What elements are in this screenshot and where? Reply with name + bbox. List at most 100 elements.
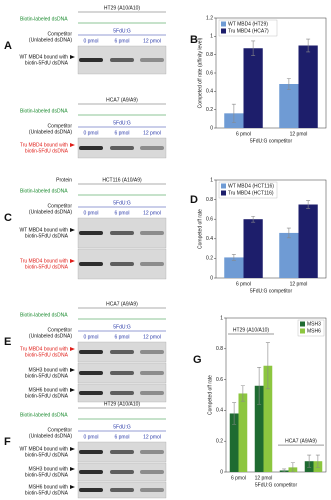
y-tick-label: 0 — [210, 275, 213, 281]
band-label: biotin-5FdU dsDNA — [25, 490, 69, 496]
panel-letter: D — [190, 194, 198, 206]
blot-band — [79, 391, 103, 395]
error-bar — [286, 78, 291, 90]
legend-swatch — [300, 321, 305, 327]
plot-frame — [225, 317, 327, 473]
competitor-label: Competitor — [48, 427, 73, 433]
y-tick-label: 0.8 — [206, 52, 213, 58]
error-bar — [232, 402, 237, 425]
error-bar — [251, 215, 256, 223]
panel-letter: B — [190, 34, 198, 46]
x-tick-label: 6 pmol — [231, 475, 246, 481]
bar — [243, 219, 263, 278]
competitor-label: Competitor — [48, 31, 73, 37]
blot-band — [140, 350, 164, 354]
competitor: 5FdU:G — [113, 424, 131, 430]
band-arrow — [70, 259, 75, 263]
panel-letter: G — [193, 354, 202, 366]
error-bar — [240, 385, 245, 402]
blot-band — [140, 450, 164, 454]
blot-band — [110, 450, 134, 454]
blot-band — [79, 488, 103, 492]
competitor-label: (Unlabeled dsDNA) — [29, 333, 72, 339]
y-tick-label: 0.2 — [206, 107, 213, 113]
competitor-label: Competitor — [48, 327, 73, 333]
lane-label: 6 pmol — [114, 334, 129, 340]
legend-swatch — [300, 328, 305, 334]
band-label: MSH3 bound with — [29, 466, 69, 472]
legend-swatch — [221, 28, 226, 34]
y-tick-label: 0.6 — [216, 377, 223, 383]
blot-band — [79, 470, 103, 474]
competitor-label: (Unlabeled dsDNA) — [29, 209, 72, 215]
x-tick-label: 12 pmol — [290, 281, 308, 287]
band-arrow — [70, 388, 75, 392]
band-label: Tru MBD4 bound with — [20, 258, 68, 264]
competitor-label: Competitor — [48, 203, 73, 209]
y-tick-label: 0.2 — [206, 256, 213, 262]
blot-band — [79, 58, 103, 62]
band-arrow — [70, 368, 75, 372]
error-bar — [251, 40, 256, 56]
bar — [263, 365, 273, 472]
legend-label: Tru MBD4 (HCA7) — [228, 28, 269, 34]
lane-label: 6 pmol — [114, 38, 129, 44]
lane-label: 12 pmol — [143, 210, 161, 216]
band-label: Tru MBD4 bound with — [20, 142, 68, 148]
error-bar — [290, 462, 295, 473]
bar — [254, 385, 264, 472]
blot-band — [110, 350, 134, 354]
blot-band — [79, 146, 103, 150]
lane-label: 6 pmol — [114, 434, 129, 440]
lane-label: 0 pmol — [83, 210, 98, 216]
bar — [279, 232, 299, 278]
error-bar — [257, 366, 262, 405]
blot-band — [110, 470, 134, 474]
lane-label: 0 pmol — [83, 334, 98, 340]
band-arrow — [70, 228, 75, 232]
plot-frame — [215, 179, 327, 279]
bar — [238, 393, 248, 472]
band-label: biotin-5FdU dsDNA — [25, 373, 69, 379]
cell-line: HCA7 (A9/A9) — [106, 301, 138, 307]
blot-band — [110, 146, 134, 150]
panel-letter: E — [4, 336, 11, 348]
y-tick-label: 0 — [220, 469, 223, 475]
competitor-label: (Unlabeled dsDNA) — [29, 37, 72, 43]
band-arrow — [70, 447, 75, 451]
biotin-label: Biotin-labeled dsDNA — [20, 412, 68, 418]
legend-label: WT MBD4 (HCT116) — [228, 183, 274, 189]
error-bar — [231, 254, 236, 261]
x-axis-label: 5FdU:G competitor — [250, 288, 293, 294]
legend-box — [218, 19, 278, 37]
legend-label: Tru MBD4 (HCT116) — [228, 190, 274, 196]
y-tick-label: 1.2 — [206, 15, 213, 21]
lane-label: 12 pmol — [143, 130, 161, 136]
y-tick-label: 0.2 — [216, 439, 223, 445]
blot-band — [140, 371, 164, 375]
bar — [279, 84, 299, 128]
band-label: MSH3 bound with — [29, 367, 69, 373]
competitor-label: (Unlabeled dsDNA) — [29, 129, 72, 135]
bar — [224, 257, 244, 278]
lane-label: 0 pmol — [83, 130, 98, 136]
error-bar — [286, 227, 291, 239]
band-label: WT MBD4 bound with — [19, 227, 68, 233]
blot-band — [110, 262, 134, 266]
y-axis-label: Competed off rate — [207, 375, 213, 415]
band-arrow — [70, 485, 75, 489]
y-tick-label: 0.6 — [206, 70, 213, 76]
y-axis-label: Competed off rate — [197, 209, 203, 249]
band-label: biotin-5FdU dsDNA — [25, 233, 69, 239]
band-arrow — [70, 347, 75, 351]
legend-label: MSH3 — [307, 321, 321, 327]
x-tick-label: 12 pmol — [290, 131, 308, 137]
blot-band — [140, 231, 164, 235]
lane-label: 6 pmol — [114, 130, 129, 136]
band-label: MSH6 bound with — [29, 484, 69, 490]
cell-line: HCA7 (A9/A9) — [106, 97, 138, 103]
y-tick-label: 0.4 — [206, 89, 213, 95]
group-label: HCA7 (A9/A9) — [285, 438, 317, 444]
band-label: biotin-5FdU dsDNA — [25, 148, 69, 154]
biotin-label: Biotin-labeled dsDNA — [20, 108, 68, 114]
